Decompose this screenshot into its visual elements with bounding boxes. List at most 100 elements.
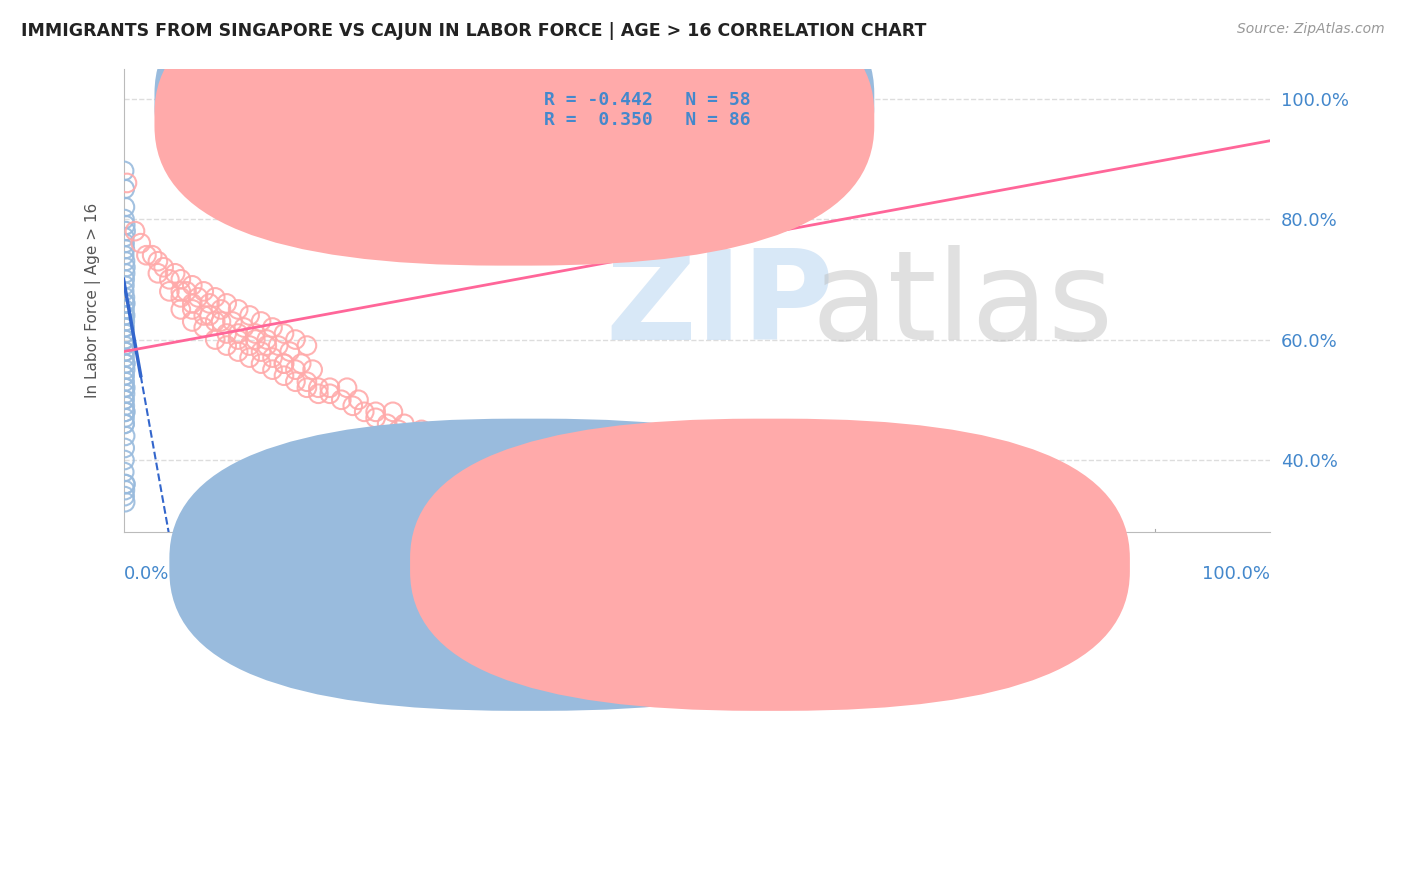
Point — [399, 429, 422, 443]
Point — [114, 326, 136, 341]
FancyBboxPatch shape — [155, 0, 875, 266]
Point — [114, 182, 136, 196]
Point — [114, 212, 136, 227]
FancyBboxPatch shape — [479, 82, 817, 138]
Point — [336, 381, 359, 395]
Point — [215, 326, 238, 341]
Text: ZIP: ZIP — [605, 244, 834, 366]
Point — [301, 362, 323, 376]
Point — [170, 285, 193, 299]
Point — [250, 344, 273, 359]
Point — [239, 338, 262, 352]
Point — [114, 386, 136, 401]
Point — [181, 296, 204, 310]
Point — [129, 236, 152, 251]
Point — [112, 309, 135, 323]
Point — [114, 357, 136, 371]
Point — [114, 224, 136, 238]
Point — [273, 326, 295, 341]
Point — [114, 368, 136, 383]
Point — [114, 441, 136, 455]
Point — [114, 278, 136, 293]
Point — [114, 477, 136, 491]
Point — [215, 296, 238, 310]
Point — [381, 405, 404, 419]
Text: 100.0%: 100.0% — [1202, 565, 1270, 582]
Point — [226, 344, 249, 359]
Point — [114, 405, 136, 419]
Point — [114, 375, 136, 389]
Point — [181, 278, 204, 293]
Point — [112, 338, 135, 352]
Point — [239, 309, 262, 323]
Point — [112, 381, 135, 395]
Point — [364, 405, 387, 419]
Point — [170, 302, 193, 317]
Point — [307, 386, 329, 401]
Point — [114, 483, 136, 497]
Point — [284, 333, 307, 347]
Point — [114, 405, 136, 419]
Text: Source: ZipAtlas.com: Source: ZipAtlas.com — [1237, 22, 1385, 37]
Point — [114, 290, 136, 304]
Point — [433, 434, 456, 449]
Point — [239, 351, 262, 365]
Point — [114, 272, 136, 286]
Point — [114, 417, 136, 431]
Point — [114, 477, 136, 491]
Point — [187, 290, 209, 304]
Point — [295, 338, 318, 352]
Point — [388, 423, 411, 437]
Point — [112, 285, 135, 299]
Point — [456, 441, 478, 455]
Point — [273, 357, 295, 371]
Point — [114, 410, 136, 425]
Point — [342, 399, 364, 413]
Point — [375, 417, 398, 431]
Point — [114, 302, 136, 317]
Point — [114, 351, 136, 365]
Point — [267, 338, 290, 352]
Point — [157, 272, 180, 286]
Point — [256, 338, 278, 352]
Point — [262, 351, 284, 365]
Point — [290, 357, 312, 371]
Point — [319, 381, 342, 395]
Point — [114, 357, 136, 371]
Point — [114, 344, 136, 359]
Point — [112, 392, 135, 407]
Point — [193, 285, 215, 299]
Point — [141, 248, 163, 262]
Point — [256, 333, 278, 347]
Point — [198, 296, 221, 310]
Point — [114, 320, 136, 334]
Text: R = -0.442   N = 58: R = -0.442 N = 58 — [544, 91, 751, 109]
Point — [112, 320, 135, 334]
Text: IMMIGRANTS FROM SINGAPORE VS CAJUN IN LABOR FORCE | AGE > 16 CORRELATION CHART: IMMIGRANTS FROM SINGAPORE VS CAJUN IN LA… — [21, 22, 927, 40]
FancyBboxPatch shape — [411, 418, 1130, 711]
Point — [330, 392, 353, 407]
Point — [114, 296, 136, 310]
Point — [114, 453, 136, 467]
Point — [112, 164, 135, 178]
Text: Cajuns: Cajuns — [797, 565, 853, 582]
Point — [115, 176, 138, 190]
Point — [364, 410, 387, 425]
Point — [112, 248, 135, 262]
Point — [221, 314, 243, 328]
FancyBboxPatch shape — [155, 0, 875, 246]
Point — [112, 230, 135, 244]
Point — [114, 254, 136, 268]
Point — [114, 489, 136, 503]
Point — [114, 260, 136, 275]
Point — [114, 333, 136, 347]
Point — [157, 285, 180, 299]
FancyBboxPatch shape — [169, 418, 889, 711]
Point — [347, 392, 370, 407]
Point — [193, 320, 215, 334]
Point — [114, 236, 136, 251]
Point — [278, 344, 301, 359]
Point — [284, 375, 307, 389]
Point — [226, 302, 249, 317]
Point — [114, 368, 136, 383]
